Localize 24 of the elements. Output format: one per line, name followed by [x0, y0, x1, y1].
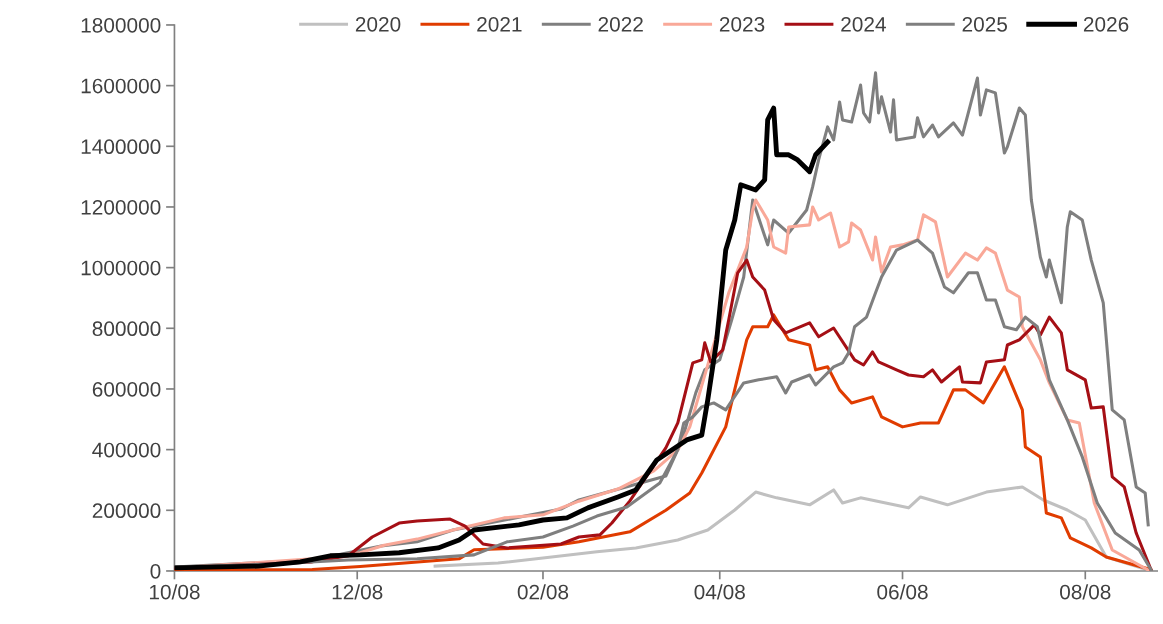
- x-tick-label: 12/08: [332, 584, 383, 600]
- legend-label: 2020: [355, 16, 401, 32]
- y-tick-label: 800000: [92, 321, 161, 337]
- x-tick-label: 10/08: [149, 584, 200, 600]
- y-tick-label: 1600000: [81, 78, 161, 94]
- legend-label: 2023: [719, 16, 765, 32]
- x-tick-label: 06/08: [877, 584, 928, 600]
- y-tick-label: 1200000: [81, 199, 161, 215]
- y-tick-label: 1800000: [81, 17, 161, 33]
- legend-label: 2024: [841, 16, 886, 32]
- legend-label: 2025: [962, 16, 1008, 32]
- y-tick-label: 400000: [92, 442, 161, 458]
- y-tick-label: 1400000: [81, 139, 161, 155]
- legend-label: 2022: [598, 16, 643, 32]
- y-tick-label: 200000: [92, 503, 161, 519]
- x-tick-label: 08/08: [1060, 584, 1111, 600]
- x-tick-label: 04/08: [694, 584, 745, 600]
- legend-label: 2026: [1083, 16, 1129, 32]
- line-series: [174, 105, 831, 571]
- x-tick-label: 02/08: [517, 584, 569, 600]
- y-tick-label: 0: [150, 563, 161, 579]
- y-tick-label: 1000000: [81, 260, 161, 276]
- legend-label: 2021: [477, 16, 522, 32]
- y-tick-label: 600000: [92, 381, 161, 397]
